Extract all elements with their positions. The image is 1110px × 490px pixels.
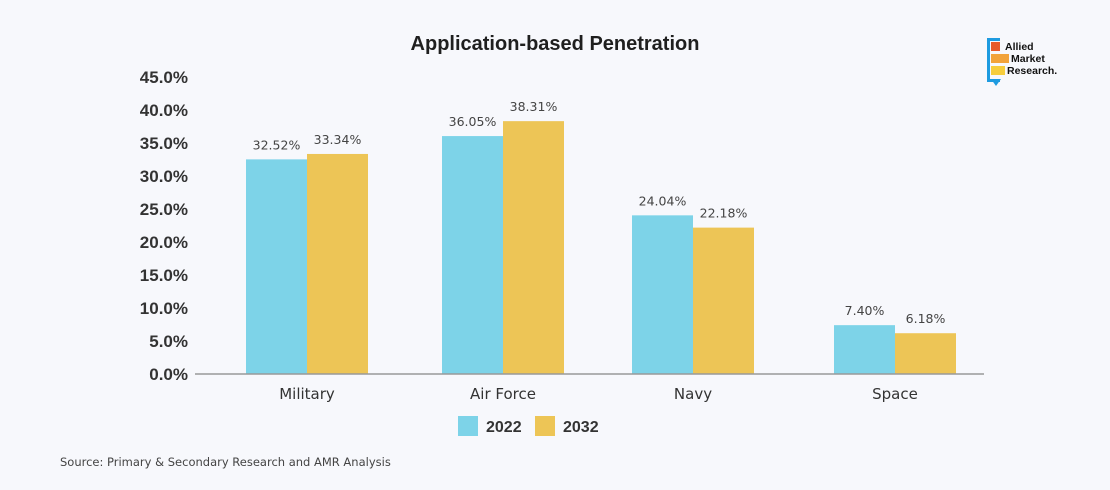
y-tick-label: 0.0%	[149, 365, 188, 384]
legend-swatch-2032	[535, 416, 555, 436]
y-tick-label: 20.0%	[140, 233, 188, 252]
x-axis: Military Air Force Navy Space	[279, 385, 918, 403]
logo-bar-red	[991, 42, 1000, 51]
x-tick-label: Military	[279, 385, 335, 403]
legend-label-2022: 2022	[486, 419, 522, 436]
logo-text-line-3: Research.	[1007, 65, 1058, 77]
bar-2022-air-force	[442, 136, 503, 374]
x-tick-label: Space	[872, 385, 918, 403]
bar-2032-air-force	[503, 121, 564, 375]
y-tick-label: 30.0%	[140, 167, 188, 186]
y-tick-label: 15.0%	[140, 266, 188, 285]
data-label: 24.04%	[639, 193, 687, 208]
logo-text-line-2: Market	[1011, 53, 1045, 65]
bars	[246, 121, 956, 375]
data-label: 7.40%	[845, 303, 885, 318]
x-tick-label: Air Force	[470, 385, 536, 403]
y-tick-label: 25.0%	[140, 200, 188, 219]
y-axis: 0.0% 5.0% 10.0% 15.0% 20.0% 25.0% 30.0% 35.0% 40…	[140, 68, 188, 384]
logo-bar-orange	[991, 54, 1009, 63]
x-tick-label: Navy	[674, 385, 712, 403]
chart-title: Application-based Penetration	[411, 33, 700, 55]
data-label: 32.52%	[253, 137, 301, 152]
y-tick-label: 45.0%	[140, 68, 188, 87]
bar-2022-space	[834, 325, 895, 374]
data-labels: 32.52% 33.34% 36.05% 38.31% 24.04% 22.18% 7.40…	[253, 99, 946, 326]
bar-2032-navy	[693, 227, 754, 374]
y-tick-label: 5.0%	[149, 332, 188, 351]
bar-2032-space	[895, 333, 956, 374]
allied-market-research-logo: Allied Market Research.	[987, 38, 1077, 86]
logo-tail-icon	[991, 79, 1001, 86]
legend-swatch-2022	[458, 416, 478, 436]
bar-2032-military	[307, 153, 368, 374]
legend: 2022 2032	[458, 416, 599, 436]
legend-label-2032: 2032	[563, 419, 599, 436]
data-label: 33.34%	[314, 132, 362, 147]
data-label: 6.18%	[906, 311, 946, 326]
source-note: Source: Primary & Secondary Research and…	[60, 455, 391, 469]
logo-text-line-1: Allied	[1005, 41, 1034, 53]
y-tick-label: 10.0%	[140, 299, 188, 318]
logo-bar-yellow	[991, 66, 1005, 75]
data-label: 22.18%	[700, 206, 748, 221]
data-label: 38.31%	[510, 99, 558, 114]
y-tick-label: 35.0%	[140, 134, 188, 153]
bar-2022-navy	[632, 215, 693, 374]
data-label: 36.05%	[449, 114, 497, 129]
y-tick-label: 40.0%	[140, 101, 188, 120]
bar-2022-military	[246, 159, 307, 374]
